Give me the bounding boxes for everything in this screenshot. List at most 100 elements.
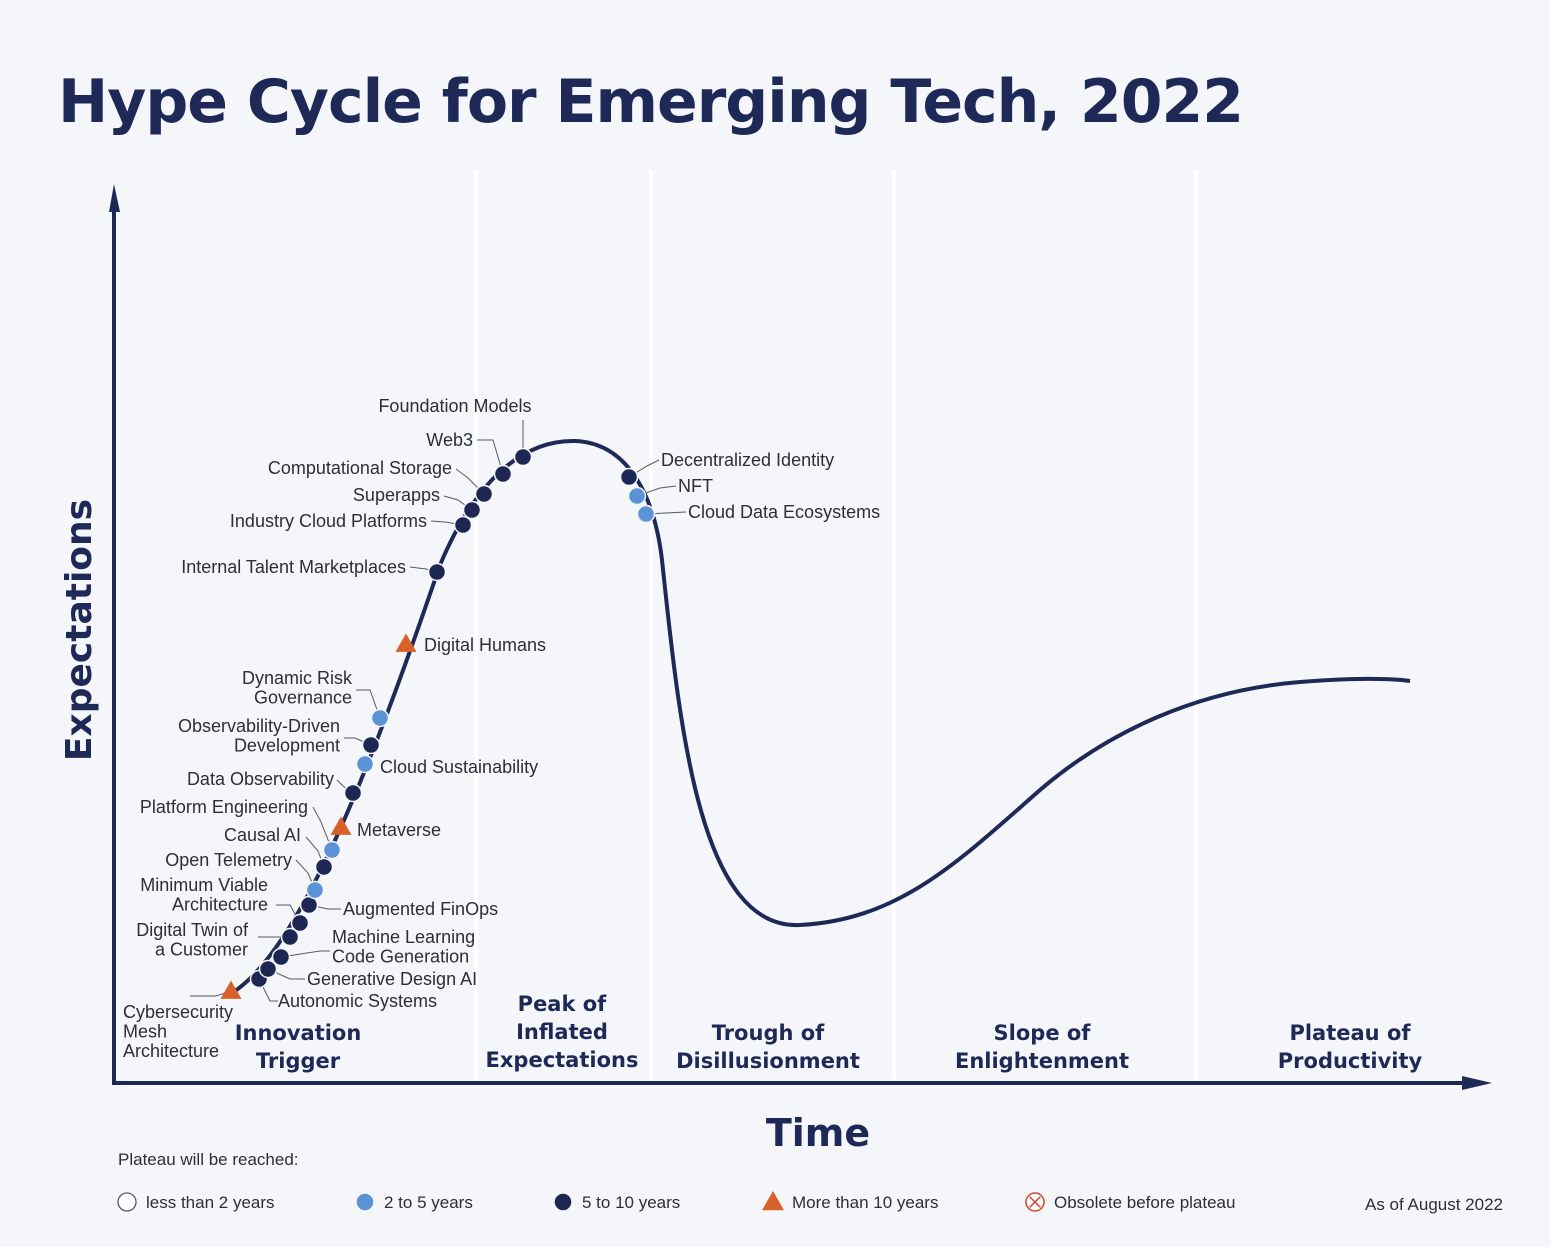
label-line: Digital Twin of [136,920,249,940]
marker-web3 [493,464,513,484]
marker-platform-engineering [322,840,342,860]
phase-label-line: Trough of [712,1021,825,1045]
label-digital-humans: Digital Humans [424,635,546,655]
label-cybersecurity-mesh-architecture: Cybersecurity Mesh Architecture [123,1002,233,1061]
label-platform-engineering: Platform Engineering [140,797,308,817]
phase-dividers [474,170,1198,1080]
label-web3: Web3 [426,430,473,450]
chart-title: Hype Cycle for Emerging Tech, 2022 [58,67,1243,137]
label-data-observability: Data Observability [187,769,334,789]
marker-cloud-data-ecosystems [636,504,656,524]
legend-item-obsolete: Obsolete before plateau [1025,1192,1235,1212]
label-decentralized-identity: Decentralized Identity [661,450,834,470]
legend-label: 5 to 10 years [582,1193,680,1212]
legend-marker-5to10 [553,1192,573,1212]
label-line: Internal Talent Marketplaces [181,557,406,577]
label-line: Digital Humans [424,635,546,655]
label-line: Foundation Models [378,396,531,416]
phase-label-line: Plateau of [1289,1021,1411,1045]
phase-label-line: Productivity [1278,1049,1423,1073]
label-causal-ai: Causal AI [224,825,301,845]
marker-generative-design-ai [258,959,278,979]
label-augmented-finops: Augmented FinOps [343,899,498,919]
legend-item-5to10: 5 to 10 years [553,1192,680,1212]
marker-internal-talent-marketplaces [427,562,447,582]
marker-digital-twin-of-a-customer [280,927,300,947]
footnote: As of August 2022 [1365,1195,1503,1214]
axes [109,184,1492,1090]
marker-cybersecurity-mesh-architecture [220,980,242,999]
marker-cloud-sustainability [355,754,375,774]
phase-label-line: Expectations [486,1048,639,1072]
label-generative-design-ai: Generative Design AI [307,969,477,989]
marker-digital-humans [395,633,417,652]
label-line: Development [234,736,340,756]
marker-computational-storage [474,484,494,504]
label-cloud-data-ecosystems: Cloud Data Ecosystems [688,502,880,522]
legend-marker-gt10 [762,1191,784,1211]
label-line: a Customer [155,940,248,960]
marker-decentralized-identity [619,467,639,487]
label-observability-driven-development: Observability-Driven Development [178,716,340,756]
phase-labels: Innovation Trigger Peak of Inflated Expectat… [235,992,1423,1073]
label-open-telemetry: Open Telemetry [165,850,292,870]
marker-metaverse [330,816,352,835]
legend-title: Plateau will be reached: [118,1150,299,1169]
label-line: Platform Engineering [140,797,308,817]
label-line: Observability-Driven [178,716,340,736]
y-axis-title: Expectations [59,499,100,761]
phase-label-plateau: Plateau of Productivity [1278,1021,1423,1073]
phase-label-line: Inflated [516,1020,608,1044]
label-line: Code Generation [332,947,469,967]
label-line: Superapps [353,485,440,505]
legend-item-gt10: More than 10 years [762,1191,938,1212]
marker-machine-learning-code-generation [271,947,291,967]
hype-curve [230,438,1411,995]
label-line: Dynamic Risk [242,668,353,688]
label-line: Industry Cloud Platforms [230,511,427,531]
tech-labels: Cybersecurity Mesh Architecture Autonomic S… [123,396,880,1061]
legend-marker-lt2 [117,1192,137,1212]
legend-label: More than 10 years [792,1193,938,1212]
label-line: Architecture [123,1041,219,1061]
phase-label-trough: Trough of Disillusionment [676,1021,860,1073]
leader-platform-engineering [312,806,333,851]
leader-web3 [477,439,504,475]
phase-label-peak: Peak of Inflated Expectations [486,992,639,1072]
phase-label-line: Slope of [994,1021,1092,1045]
label-line: Computational Storage [268,458,452,478]
legend-marker-obsolete [1025,1192,1045,1212]
phase-label-line: Trigger [256,1049,341,1073]
label-line: Generative Design AI [307,969,477,989]
label-line: Causal AI [224,825,301,845]
label-cloud-sustainability: Cloud Sustainability [380,757,538,777]
legend-item-2to5: 2 to 5 years [355,1192,473,1212]
label-line: Open Telemetry [165,850,292,870]
label-minimum-viable-architecture: Minimum Viable Architecture [140,875,268,915]
phase-label-line: Enlightenment [955,1049,1129,1073]
label-line: Web3 [426,430,473,450]
phase-label-innovation: Innovation Trigger [235,1021,362,1073]
phase-label-line: Innovation [235,1021,362,1045]
marker-open-telemetry [305,880,325,900]
y-axis-arrow [109,184,120,212]
label-line: Minimum Viable [140,875,268,895]
marker-causal-ai [314,857,334,877]
phase-label-slope: Slope of Enlightenment [955,1021,1129,1073]
marker-foundation-models [513,447,533,467]
marker-dynamic-risk-governance [370,708,390,728]
tech-markers [220,447,656,999]
label-line: Autonomic Systems [278,991,437,1011]
label-line: Cybersecurity [123,1002,233,1022]
label-line: Architecture [172,895,268,915]
leader-dynamic-risk-governance [356,689,381,719]
x-axis-arrow [1462,1076,1492,1090]
phase-label-line: Peak of [518,992,608,1016]
legend-label: Obsolete before plateau [1054,1193,1235,1212]
marker-data-observability [343,783,363,803]
label-autonomic-systems: Autonomic Systems [278,991,437,1011]
legend: less than 2 years 2 to 5 years 5 to 10 yea… [117,1191,1235,1212]
label-line: Data Observability [187,769,334,789]
marker-superapps [462,500,482,520]
